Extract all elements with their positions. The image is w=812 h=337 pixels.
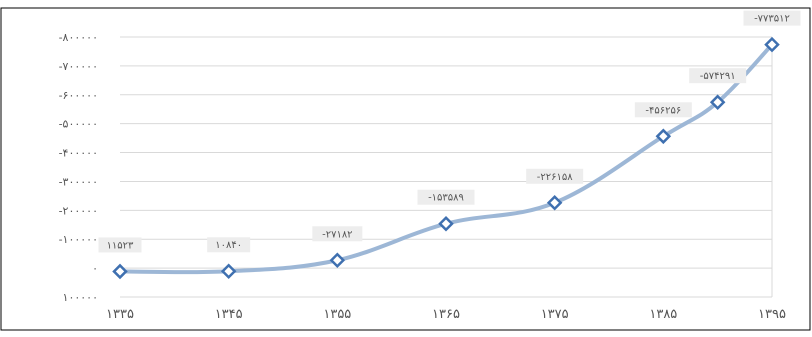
y-tick-label: -۲۰۰۰۰۰ bbox=[59, 204, 98, 217]
y-tick-label: -۵۰۰۰۰۰ bbox=[59, 118, 98, 131]
data-label-box bbox=[689, 68, 747, 84]
x-axis-ticks: ۱۳۳۵ ۱۳۴۵ ۱۳۵۵ ۱۳۶۵ ۱۳۷۵ ۱۳۸۵ ۱۳۹۵ bbox=[106, 307, 786, 322]
data-label-box bbox=[526, 168, 584, 184]
data-label: -۲۲۶۱۵۸ bbox=[526, 168, 584, 184]
data-label-text: ۱۰۸۴۰ bbox=[215, 240, 242, 251]
data-label: -۲۷۱۸۲ bbox=[312, 226, 363, 242]
y-tick-label: -۳۰۰۰۰۰ bbox=[59, 175, 98, 188]
chart-border bbox=[0, 7, 811, 331]
data-label-text: ۱۱۵۲۳ bbox=[107, 240, 134, 251]
x-tick-label: ۱۳۸۵ bbox=[649, 307, 677, 322]
x-tick-label: ۱۳۳۵ bbox=[106, 307, 134, 322]
data-point-marker bbox=[438, 215, 454, 232]
x-tick-label: ۱۳۹۵ bbox=[758, 307, 786, 322]
y-axis-ticks: -۸۰۰۰۰۰ -۷۰۰۰۰۰ -۶۰۰۰۰۰ -۵۰۰۰۰۰ -۴۰۰۰۰۰ -۳۰۰۰… bbox=[59, 31, 98, 304]
y-tick-label: -۴۰۰۰۰۰ bbox=[59, 147, 98, 160]
grid-layer bbox=[120, 36, 773, 298]
y-tick-label: ۰ bbox=[92, 262, 98, 275]
data-point-marker bbox=[764, 36, 780, 53]
x-tick-label: ۱۳۵۵ bbox=[323, 307, 351, 322]
x-tick-label: ۱۳۶۵ bbox=[432, 307, 460, 322]
data-label-box bbox=[98, 237, 142, 253]
y-tick-label: -۱۰۰۰۰۰ bbox=[59, 233, 98, 246]
data-label-text: -۲۷۱۸۲ bbox=[322, 229, 352, 240]
data-point-marker bbox=[546, 195, 563, 211]
data-label: -۵۷۴۲۹۱ bbox=[689, 68, 747, 84]
data-point-marker bbox=[329, 252, 346, 269]
x-tick-label: ۱۳۷۵ bbox=[541, 307, 569, 322]
x-tick-label: ۱۳۴۵ bbox=[215, 307, 243, 322]
y-tick-label: ۱۰۰۰۰۰ bbox=[63, 291, 98, 304]
data-label-box bbox=[207, 237, 251, 253]
data-point-marker bbox=[655, 128, 672, 145]
data-label-box bbox=[312, 226, 363, 242]
data-label-text: -۱۵۳۵۸۹ bbox=[428, 193, 464, 204]
data-label-box bbox=[743, 10, 801, 26]
data-point-marker bbox=[709, 94, 726, 110]
data-label: ۱۰۸۴۰ bbox=[207, 237, 251, 253]
data-label-text: -۲۲۶۱۵۸ bbox=[537, 172, 573, 183]
data-label: -۷۷۳۵۱۲ bbox=[743, 10, 801, 26]
data-point-marker bbox=[112, 263, 128, 280]
data-label-box bbox=[417, 189, 475, 205]
y-tick-label: -۶۰۰۰۰۰ bbox=[59, 89, 98, 102]
data-label: ۱۱۵۲۳ bbox=[98, 237, 142, 253]
markers bbox=[112, 36, 780, 280]
data-label-text: -۴۵۶۲۵۶ bbox=[645, 105, 681, 116]
y-tick-label: -۷۰۰۰۰۰ bbox=[59, 60, 98, 73]
data-label-box bbox=[634, 102, 692, 118]
data-labels: ۱۱۵۲۳ ۱۰۸۴۰ -۲۷۱۸۲ -۱۵۳۵۸۹ -۲۲۶۱۵۸ -۴۵۶۲۵۶ -۵۷… bbox=[98, 10, 801, 253]
data-label: -۱۵۳۵۸۹ bbox=[417, 189, 475, 205]
y-tick-label: -۸۰۰۰۰۰ bbox=[59, 31, 98, 44]
data-label: -۴۵۶۲۵۶ bbox=[634, 102, 692, 118]
data-label-text: -۷۷۳۵۱۲ bbox=[754, 14, 790, 25]
data-label-text: -۵۷۴۲۹۱ bbox=[700, 71, 736, 82]
data-point-marker bbox=[220, 263, 237, 280]
